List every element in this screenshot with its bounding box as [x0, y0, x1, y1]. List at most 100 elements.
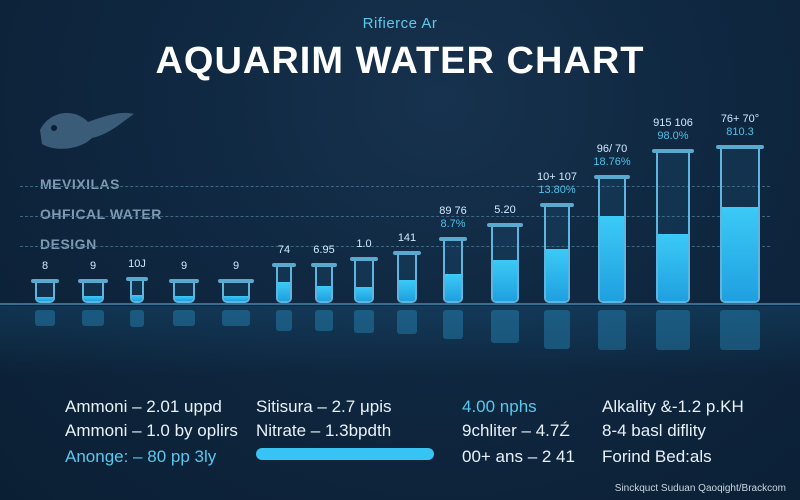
test-tube-reflection — [82, 310, 104, 326]
test-tube-reflection — [491, 310, 519, 343]
test-tube-label: 10J — [97, 258, 177, 271]
info-anonge: Anonge: – 80 pp 3ly — [65, 447, 217, 466]
test-tube-label: 8 — [5, 260, 85, 273]
test-tube-cap — [540, 203, 574, 207]
guide-line — [20, 216, 770, 217]
test-tube-cap — [218, 279, 254, 283]
side-label-2: OHFICAL WATER — [40, 206, 162, 222]
test-tube-label: 915 106 98.0% — [633, 117, 713, 143]
test-tube-label: 141 — [367, 232, 447, 245]
test-tube-value: 141 — [397, 232, 417, 244]
test-tube — [315, 267, 333, 303]
test-tube-fill — [224, 295, 248, 301]
test-tube-fill — [658, 234, 688, 301]
test-tube-percent: 8.7% — [440, 218, 466, 230]
info-basl: 8-4 basl diflity — [602, 421, 706, 440]
test-tube-label: 9 — [53, 260, 133, 273]
guide-line — [20, 246, 770, 247]
side-label-1: MEVIXILAS — [40, 176, 120, 192]
test-tube-value: 10+ 107 — [536, 171, 578, 183]
test-tube-percent: 810.3 — [726, 126, 754, 138]
test-tube-reflection — [173, 310, 195, 326]
test-tube-cap — [393, 251, 421, 255]
test-tube — [82, 283, 104, 303]
test-tube-cap — [31, 279, 59, 283]
test-tube-label: 5.20 — [465, 204, 545, 217]
shelf-line — [0, 303, 800, 305]
page-subtitle: Rifierce Ar — [362, 15, 438, 32]
test-tube-reflection — [544, 310, 570, 349]
info-ammonia-2: Ammoni – 1.0 by oplirs — [65, 421, 238, 440]
guide-line — [20, 186, 770, 187]
test-tube — [173, 283, 195, 303]
test-tube-reflection — [397, 310, 417, 335]
info-nphs: 4.00 nphs — [462, 397, 537, 416]
test-tube-label: 9 — [144, 260, 224, 273]
info-sitisura: Sitisura – 2.7 μpis — [256, 397, 392, 416]
test-tube-cap — [716, 145, 764, 149]
test-tube-reflection — [222, 310, 250, 326]
test-tube-value: 6.95 — [313, 244, 335, 256]
test-tube-value: 89 76 — [439, 205, 467, 217]
test-tube-cap — [350, 257, 378, 261]
page-title: AQUARIM WATER CHART — [155, 40, 645, 82]
test-tube-fill — [493, 260, 517, 301]
info-ammonia-1: Ammoni – 2.01 uppd — [65, 397, 222, 416]
test-tube-label: 96/ 70 18.76% — [572, 143, 652, 169]
test-tube-fill — [317, 285, 331, 301]
test-tube-cap — [594, 175, 630, 179]
test-tube — [443, 241, 463, 303]
test-tube — [276, 267, 292, 303]
test-tube-fill — [399, 280, 415, 301]
side-label-3: DESIGN — [40, 236, 97, 252]
test-tube-label: 89 76 8.7% — [413, 205, 493, 231]
test-tube-percent: 13.80% — [538, 184, 576, 196]
test-tube-label: 74 — [244, 244, 324, 257]
test-tube-value: 8 — [41, 260, 49, 272]
info-nitrate: Nitrate – 1.3bpdth — [256, 421, 392, 440]
test-tube-percent: 98.0% — [657, 130, 689, 142]
test-tube-reflection — [354, 310, 374, 333]
test-tube — [491, 227, 519, 303]
fish-illustration-icon — [40, 112, 134, 149]
test-tube-fill — [84, 295, 102, 301]
test-tube-label: 6.95 — [284, 244, 364, 257]
test-tube — [598, 179, 626, 303]
info-chliter: 9chliter – 4.7Ź — [462, 421, 570, 440]
test-tube — [720, 149, 760, 303]
image-credit: Sinckquct Suduan Qaoqight/Brackcom — [614, 483, 786, 494]
test-tube-percent: 18.76% — [593, 156, 631, 168]
test-tube-value: 74 — [277, 244, 291, 256]
test-tube-cap — [169, 279, 199, 283]
test-tube-fill — [546, 249, 568, 301]
test-tube-fill — [722, 206, 758, 301]
test-tube — [544, 207, 570, 303]
test-tube-reflection — [598, 310, 626, 350]
test-tube-cap — [311, 263, 337, 267]
level-slider[interactable] — [256, 448, 434, 460]
test-tube-value: 5.20 — [494, 204, 516, 216]
test-tube-label: 76+ 70° 810.3 — [700, 113, 780, 139]
test-tube-value: 9 — [180, 260, 188, 272]
test-tube — [222, 283, 250, 303]
test-tube-fill — [356, 287, 372, 301]
reflection — [0, 306, 800, 376]
test-tube — [397, 255, 417, 303]
test-tube-reflection — [315, 310, 333, 331]
test-tube-cap — [78, 279, 108, 283]
test-tube-reflection — [35, 310, 55, 326]
test-tube-fill — [132, 295, 142, 301]
test-tube-value: 96/ 70 — [596, 143, 628, 155]
test-tube-fill — [37, 296, 53, 301]
test-tube-value: 9 — [232, 260, 240, 272]
test-tube-label: 1.0 — [324, 238, 404, 251]
test-tube-value: 915 106 — [653, 117, 693, 129]
test-tube-cap — [439, 237, 467, 241]
test-tube-cap — [487, 223, 523, 227]
test-tube-value: 10J — [128, 258, 146, 270]
test-tube-reflection — [656, 310, 690, 350]
test-tube — [35, 283, 55, 303]
test-tube-value: 9 — [89, 260, 97, 272]
test-tube-cap — [272, 263, 296, 267]
test-tube-fill — [175, 295, 193, 301]
